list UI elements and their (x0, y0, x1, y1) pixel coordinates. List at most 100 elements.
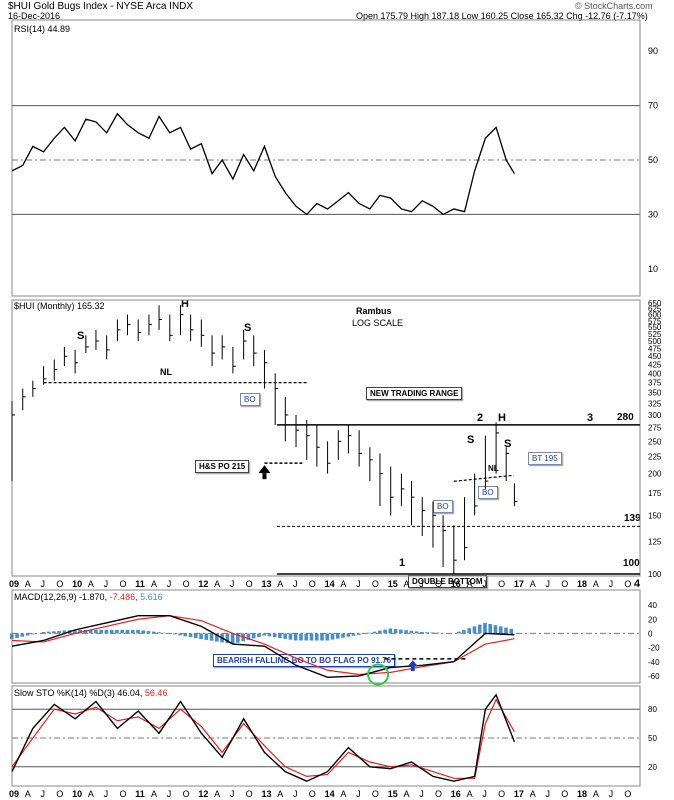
macd-histogram-bar (41, 632, 46, 634)
price-tick-label: 175 (648, 489, 662, 498)
macd-histogram-bar (199, 633, 203, 640)
sto-d-value: 56.46 (144, 688, 168, 698)
macd-histogram-bar (15, 633, 19, 638)
x-axis-label: O (183, 579, 190, 589)
macd-line (11, 615, 515, 679)
x-axis-label: J (104, 579, 109, 589)
macd-histogram-bar (125, 629, 130, 634)
price-tick-label: 600 (648, 311, 662, 320)
x-axis-label-bottom: 10 (72, 789, 82, 799)
x-axis-label-bottom: 15 (388, 789, 398, 799)
price-tick-label: 350 (648, 389, 662, 398)
panel-frame-3 (11, 685, 641, 787)
price-tick-label: 625 (648, 305, 662, 314)
annotation-num2: 2 (477, 412, 484, 424)
price-tick-label: 300 (648, 411, 662, 420)
x-axis-label: J (609, 579, 614, 589)
x-axis-label-bottom: O (183, 789, 190, 799)
macd-signal-line (11, 615, 515, 676)
x-axis-label-bottom: 16 (451, 789, 461, 799)
x-axis-label-bottom: 11 (135, 789, 145, 799)
macd-histogram-bar (172, 633, 177, 635)
macd-histogram-bar (462, 629, 466, 634)
macd-histogram-bar (388, 628, 393, 634)
macd-histogram-bar (435, 632, 440, 634)
macd-histogram-bar (230, 633, 235, 645)
rsi-line (11, 112, 515, 216)
arrow-up-icon (258, 465, 271, 474)
macd-histogram-bar (472, 626, 477, 634)
macd-histogram-bar (383, 629, 387, 634)
price-tick-label: 475 (648, 344, 662, 353)
rsi-legend: RSI(14) 44.89 (14, 24, 70, 34)
chart-date: 16-Dec-2016 (8, 11, 61, 21)
x-axis-label-bottom: O (56, 789, 63, 799)
x-axis-label-bottom: O (309, 789, 316, 799)
macd-histogram-bar (509, 628, 514, 634)
sto-legend: Slow STO %K(14) %D(3) 46.04, 56.46 (14, 688, 167, 698)
macd-histogram-bar (330, 633, 335, 640)
sto-tick-label: 50 (648, 734, 657, 743)
price-tick-label: 650 (648, 299, 662, 308)
macd-histogram-bar (136, 629, 140, 634)
macd-histogram-bar (57, 630, 61, 634)
macd-histogram-bar (157, 632, 161, 634)
macd-histogram-bar (483, 622, 487, 634)
macd-histogram-bar (109, 629, 114, 634)
price-tick-label: 150 (648, 511, 662, 520)
x-axis-label: J (545, 579, 550, 589)
annotation-num3: 3 (587, 412, 594, 424)
annotation-bt195: BT 195 (528, 452, 562, 465)
price-tick-label: 525 (648, 330, 662, 339)
x-axis-label: 10 (72, 579, 82, 589)
x-axis-label-bottom: J (230, 789, 235, 799)
x-axis-label: J (356, 579, 361, 589)
x-axis-label-bottom: A (88, 789, 94, 799)
price-tick-label: 400 (648, 369, 662, 378)
x-axis-label-bottom: O (435, 789, 442, 799)
macd-legend-prefix: MACD(12,26,9) (14, 592, 77, 602)
x-axis-label: 11 (135, 579, 145, 589)
macd-histogram-bar (257, 633, 261, 637)
macd-histogram-bar (104, 629, 109, 634)
macd-histogram-bar (46, 631, 51, 634)
macd-histogram-bar (88, 629, 93, 634)
macd-histogram-bar (378, 630, 382, 634)
macd-histogram-bar (367, 632, 372, 634)
sto-legend-prefix: Slow STO %K(14) %D(3) (14, 688, 115, 698)
x-axis-label: O (561, 579, 568, 589)
sto-d-line (11, 698, 515, 779)
x-axis-label-bottom: 18 (577, 789, 587, 799)
x-axis-label: A (25, 579, 31, 589)
macd-histogram-bar (115, 629, 119, 634)
x-axis-label-bottom: A (151, 789, 157, 799)
macd-histogram-bar (262, 633, 266, 636)
macd-histogram-bar (372, 631, 377, 634)
scale-note: LOG SCALE (352, 318, 404, 328)
macd-histogram-bar (409, 630, 414, 634)
rsi-legend-text: RSI(14) 44.89 (14, 24, 71, 34)
x-axis-label-bottom: 17 (514, 789, 524, 799)
price-tick-label: 325 (648, 399, 662, 408)
quote-summary: Open 175.79 High 187.18 Low 160.25 Close… (356, 11, 648, 21)
x-axis-label-bottom: A (277, 789, 283, 799)
macd-histogram-bar (299, 633, 303, 641)
macd-histogram-bar (504, 627, 508, 634)
macd-histogram-bar (356, 633, 361, 635)
macd-histogram-bar (146, 631, 151, 634)
price-legend: $HUI (Monthly) 165.32 (14, 301, 105, 311)
macd-arrow-up-icon (407, 660, 418, 666)
price-tick-label: 125 (648, 538, 662, 547)
macd-tick-label: -20 (648, 644, 660, 653)
x-axis-label-bottom: A (340, 789, 346, 799)
x-axis-label-bottom: A (530, 789, 536, 799)
price-tick-label: 225 (648, 453, 662, 462)
macd-value: -1.870, (79, 592, 108, 602)
macd-histogram-bar (272, 633, 277, 638)
macd-histogram-bar (283, 633, 287, 639)
rsi-tick-label: 10 (648, 264, 658, 274)
x-axis-label-bottom: J (419, 789, 424, 799)
rsi-tick-label: 70 (648, 101, 658, 111)
x-axis-label-bottom: O (498, 789, 505, 799)
